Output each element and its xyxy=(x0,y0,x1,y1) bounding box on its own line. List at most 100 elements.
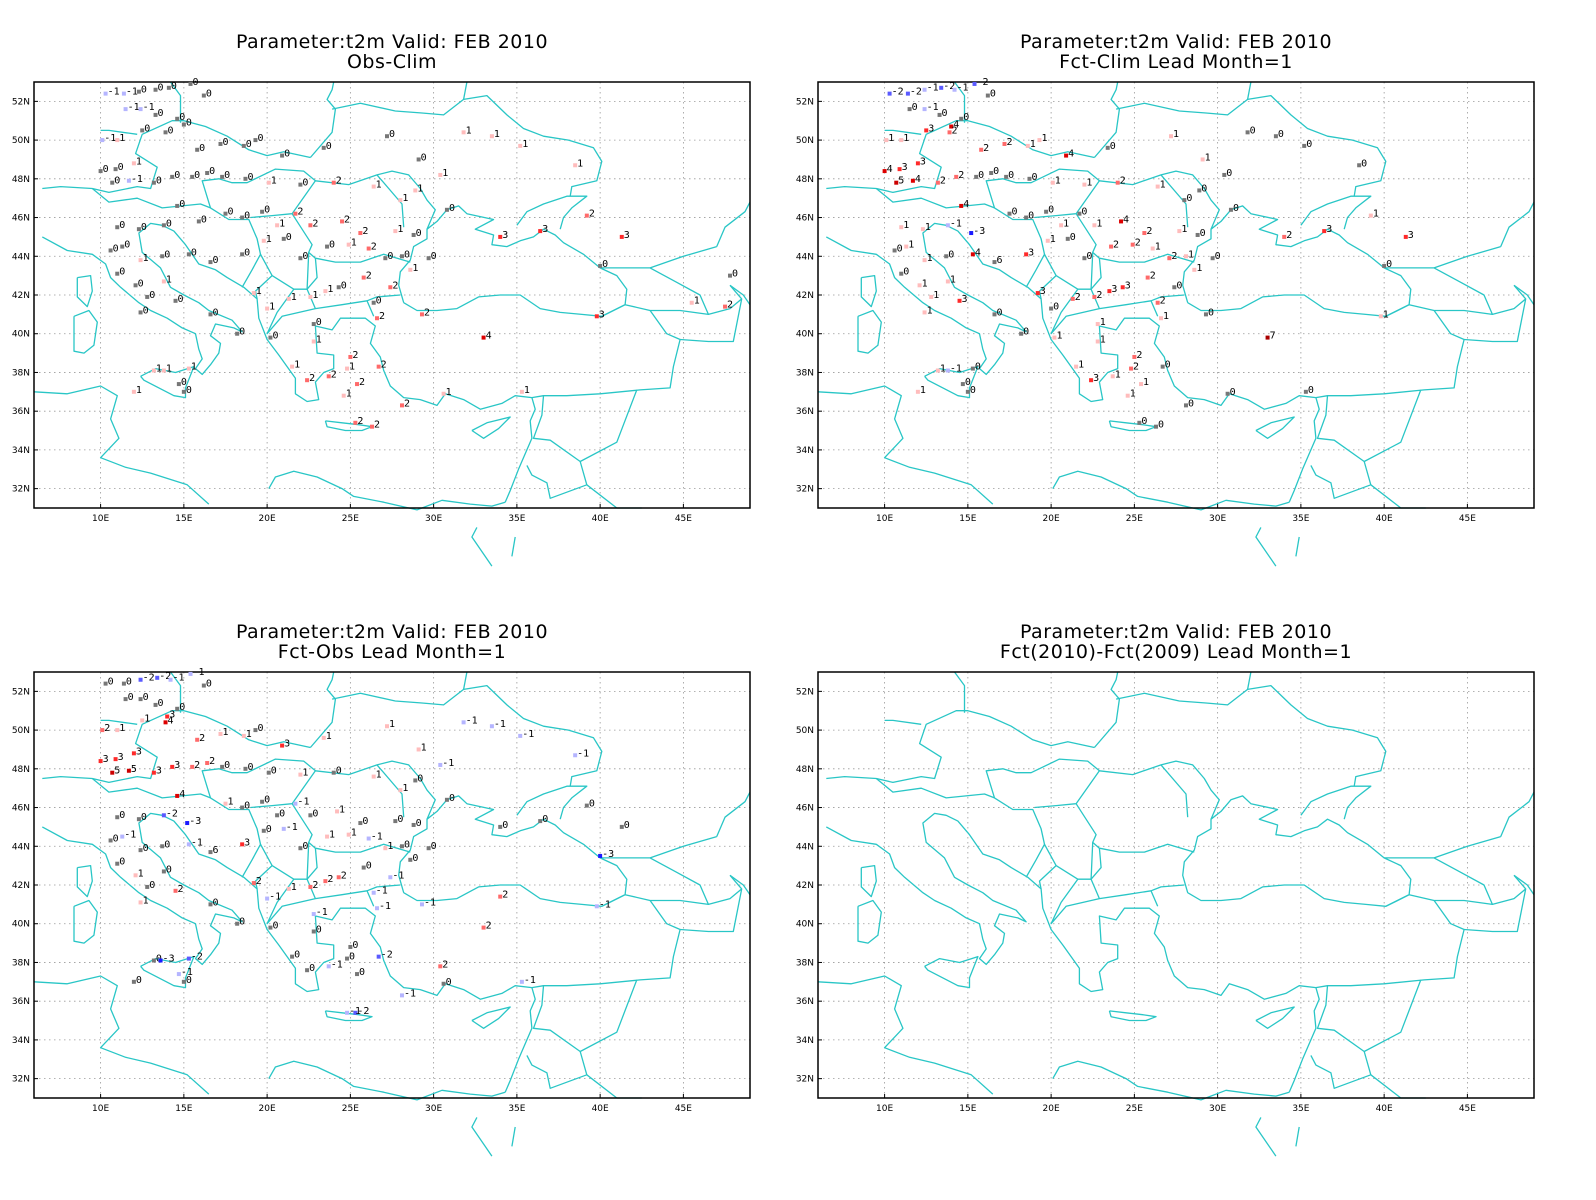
station-marker xyxy=(281,826,286,831)
lat-tick-label: 44N xyxy=(12,842,30,852)
station-marker xyxy=(173,298,178,303)
station-value-label: 1 xyxy=(933,290,939,301)
coastline xyxy=(857,309,882,354)
station-value-label: 0 xyxy=(244,211,250,222)
station-value-label: 1 xyxy=(312,290,318,301)
station-value-label: -1 xyxy=(173,673,185,684)
lat-tick-label: 46N xyxy=(796,804,814,814)
coastline xyxy=(531,310,681,399)
station-marker xyxy=(205,761,210,766)
panel-title: Parameter:t2m Valid: FEB 2010 xyxy=(1019,31,1333,53)
coastline xyxy=(1433,835,1501,859)
station-value-label: -1 xyxy=(349,1006,361,1017)
lat-tick-label: 42N xyxy=(796,881,814,891)
station-value-label: 0 xyxy=(1053,302,1059,313)
station-marker xyxy=(161,813,166,818)
coastline xyxy=(729,284,751,306)
station-value-label: 2 xyxy=(209,756,215,767)
lat-tick-label: 44N xyxy=(12,252,30,262)
station-value-label: 2 xyxy=(381,360,387,371)
station-value-label: 2 xyxy=(442,959,448,970)
station-value-label: 0 xyxy=(975,362,981,373)
station-value-label: 0 xyxy=(257,133,263,144)
station-value-label: 0 xyxy=(352,940,358,951)
station-value-label: -1 xyxy=(927,83,939,94)
station-marker xyxy=(115,225,120,230)
station-value-label: 0 xyxy=(178,294,184,305)
station-marker xyxy=(138,258,143,263)
station-value-label: 1 xyxy=(1160,180,1166,191)
lat-tick-label: 36N xyxy=(796,407,814,417)
station-marker xyxy=(115,815,120,820)
map-border xyxy=(817,81,1535,509)
station-marker xyxy=(1150,246,1155,251)
station-value-label: 0 xyxy=(193,77,199,88)
station-value-label: -1 xyxy=(191,837,203,848)
coastline xyxy=(884,129,922,135)
coastlines xyxy=(33,671,751,1157)
station-value-label: 2 xyxy=(1006,137,1012,148)
coastline xyxy=(516,195,588,230)
station-value-label: 1 xyxy=(1078,360,1084,371)
coastline xyxy=(73,309,98,354)
station-value-label: 1 xyxy=(1155,242,1161,253)
station-value-label: -1 xyxy=(522,729,534,740)
station-value-label: 0 xyxy=(164,249,170,260)
station-value-label: 0 xyxy=(1023,327,1029,338)
station-marker xyxy=(151,958,156,963)
station-marker xyxy=(489,134,494,139)
coastline xyxy=(309,671,337,748)
station-marker xyxy=(1070,296,1075,301)
station-value-label: 0 xyxy=(213,897,219,908)
lon-tick-label: 30E xyxy=(1209,1104,1226,1114)
station-marker xyxy=(218,731,223,736)
station-value-label: 0 xyxy=(1208,307,1214,318)
station-value-label: 2 xyxy=(392,280,398,291)
station-value-label: 0 xyxy=(174,170,180,181)
station-value-label: 3 xyxy=(1408,230,1414,241)
coastline xyxy=(1075,213,1195,263)
station-marker xyxy=(1225,391,1230,396)
station-marker xyxy=(286,886,291,891)
station-marker xyxy=(1139,382,1144,387)
station-marker xyxy=(598,263,603,268)
station-value-label: 0 xyxy=(271,766,277,777)
station-marker xyxy=(115,271,120,276)
lat-tick-label: 38N xyxy=(12,958,30,968)
station-value-label: 0 xyxy=(126,677,132,688)
station-value-label: 1 xyxy=(442,168,448,179)
station-value-label: 0 xyxy=(1070,232,1076,243)
station-marker xyxy=(176,382,181,387)
station-value-label: 0 xyxy=(1233,203,1239,214)
station-marker xyxy=(1049,306,1054,311)
station-marker xyxy=(208,902,213,907)
lat-tick-label: 38N xyxy=(12,368,30,378)
station-marker xyxy=(160,254,165,259)
station-marker xyxy=(138,848,143,853)
station-marker xyxy=(375,906,380,911)
station-value-label: 3 xyxy=(136,746,142,757)
station-value-label: 0 xyxy=(171,81,177,92)
station-value-label: 6 xyxy=(213,845,219,856)
station-value-label: 0 xyxy=(1008,170,1014,181)
station-marker xyxy=(113,757,118,762)
station-value-label: 0 xyxy=(164,839,170,850)
station-marker xyxy=(188,81,193,86)
station-value-label: 2 xyxy=(104,723,110,734)
station-marker xyxy=(181,122,186,127)
coastline xyxy=(857,899,882,944)
panel-subtitle: Fct-Clim Lead Month=1 xyxy=(1059,51,1293,73)
station-value-label: 3 xyxy=(174,760,180,771)
station-marker xyxy=(131,161,136,166)
station-marker xyxy=(293,801,298,806)
coastline xyxy=(817,975,994,1095)
station-value-label: 0 xyxy=(213,255,219,266)
station-marker xyxy=(136,817,141,822)
station-marker xyxy=(120,834,125,839)
coastline xyxy=(860,274,877,308)
coastline xyxy=(826,120,1095,194)
coastline xyxy=(41,222,536,503)
lat-tick-label: 50N xyxy=(796,726,814,736)
station-marker xyxy=(1007,211,1012,216)
station-marker xyxy=(1282,234,1287,239)
